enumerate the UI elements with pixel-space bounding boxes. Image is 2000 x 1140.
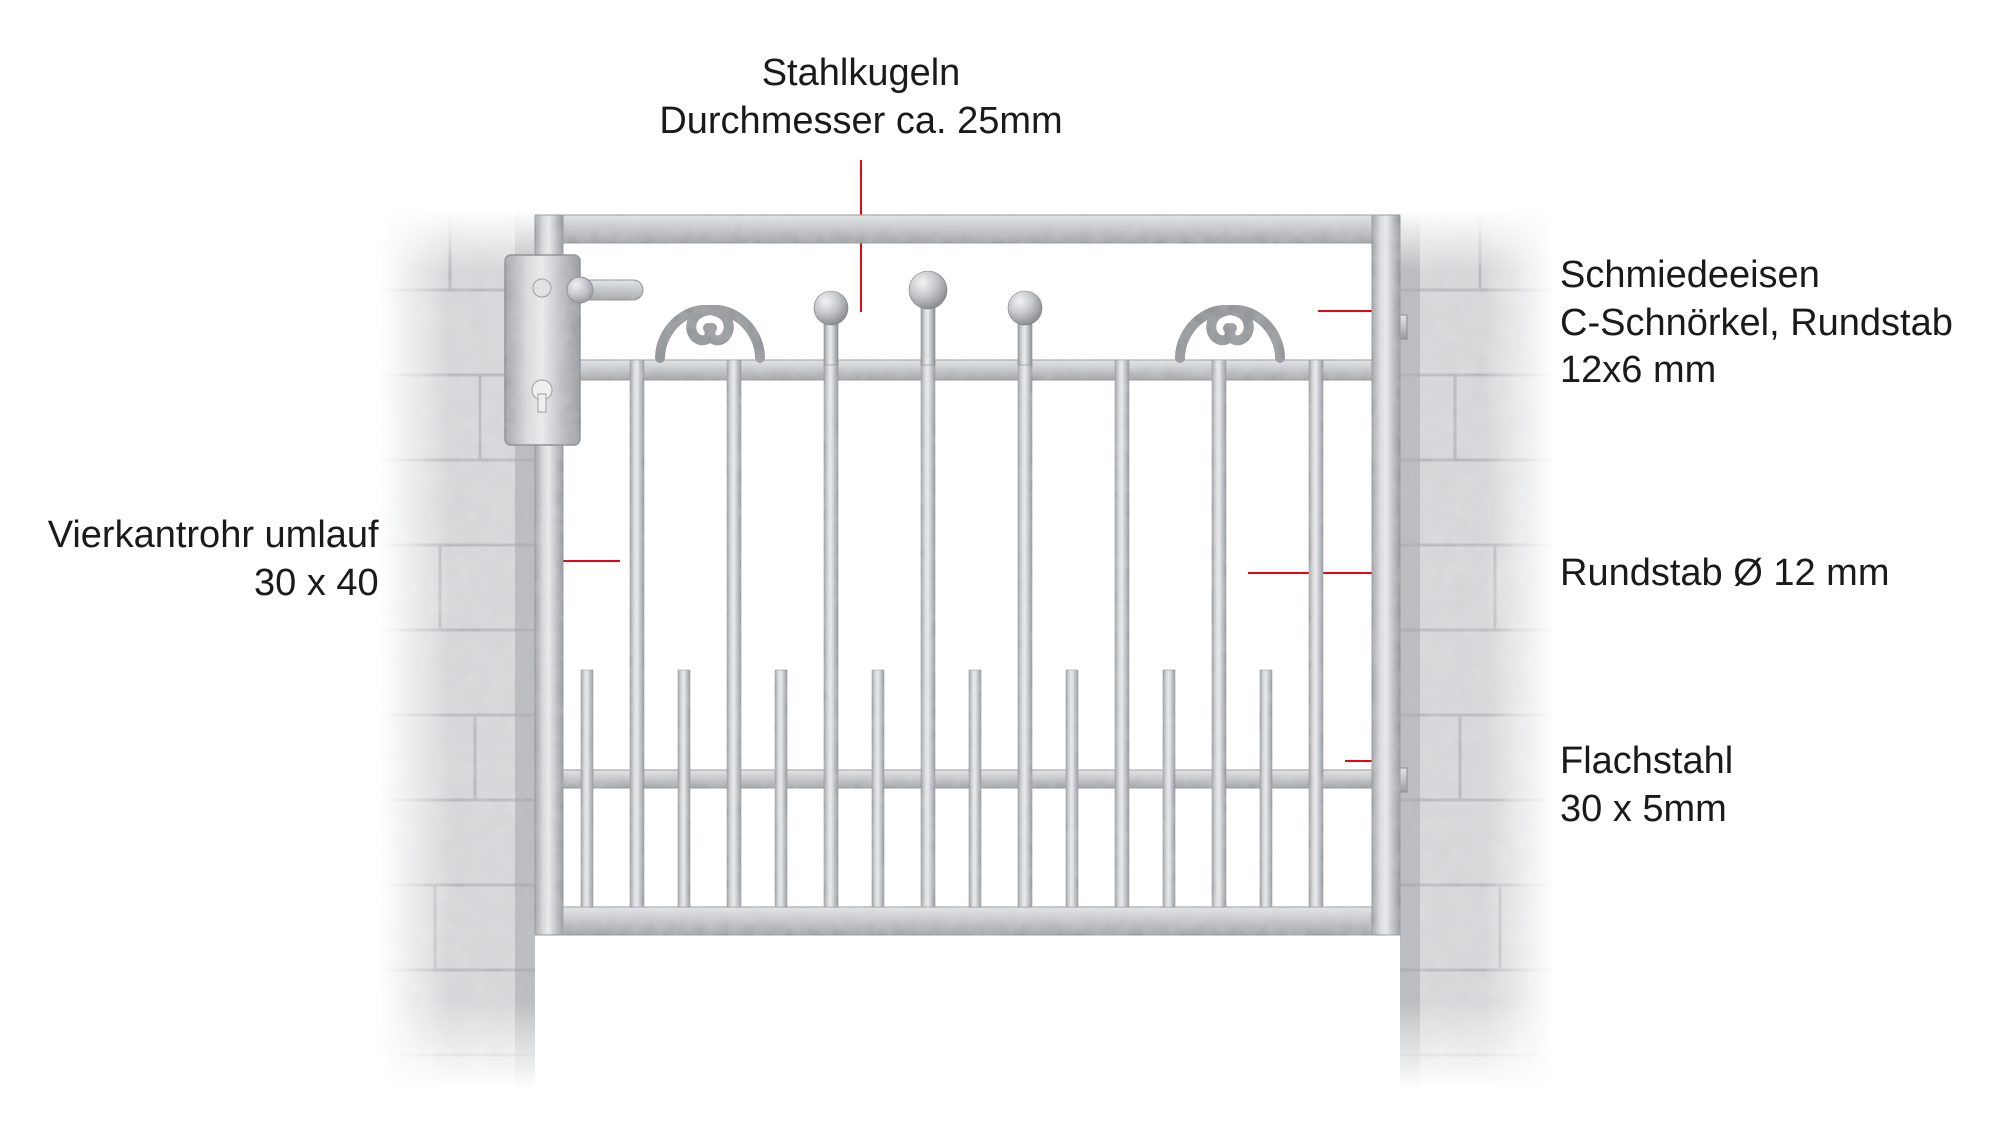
label-stahlkugeln-line1: Stahlkugeln [762,52,961,94]
stahlkugeln [814,271,1042,365]
gate-illustration [380,180,1620,1120]
label-stahlkugeln: Stahlkugeln Durchmesser ca. 25mm [636,50,1086,145]
label-stahlkugeln-line2: Durchmesser ca. 25mm [659,100,1062,142]
vertical-bars [581,360,1323,907]
scroll-left [660,310,760,358]
lock-plate [505,255,643,445]
crossbar-upper [563,360,1372,380]
scroll-right [1180,310,1280,358]
